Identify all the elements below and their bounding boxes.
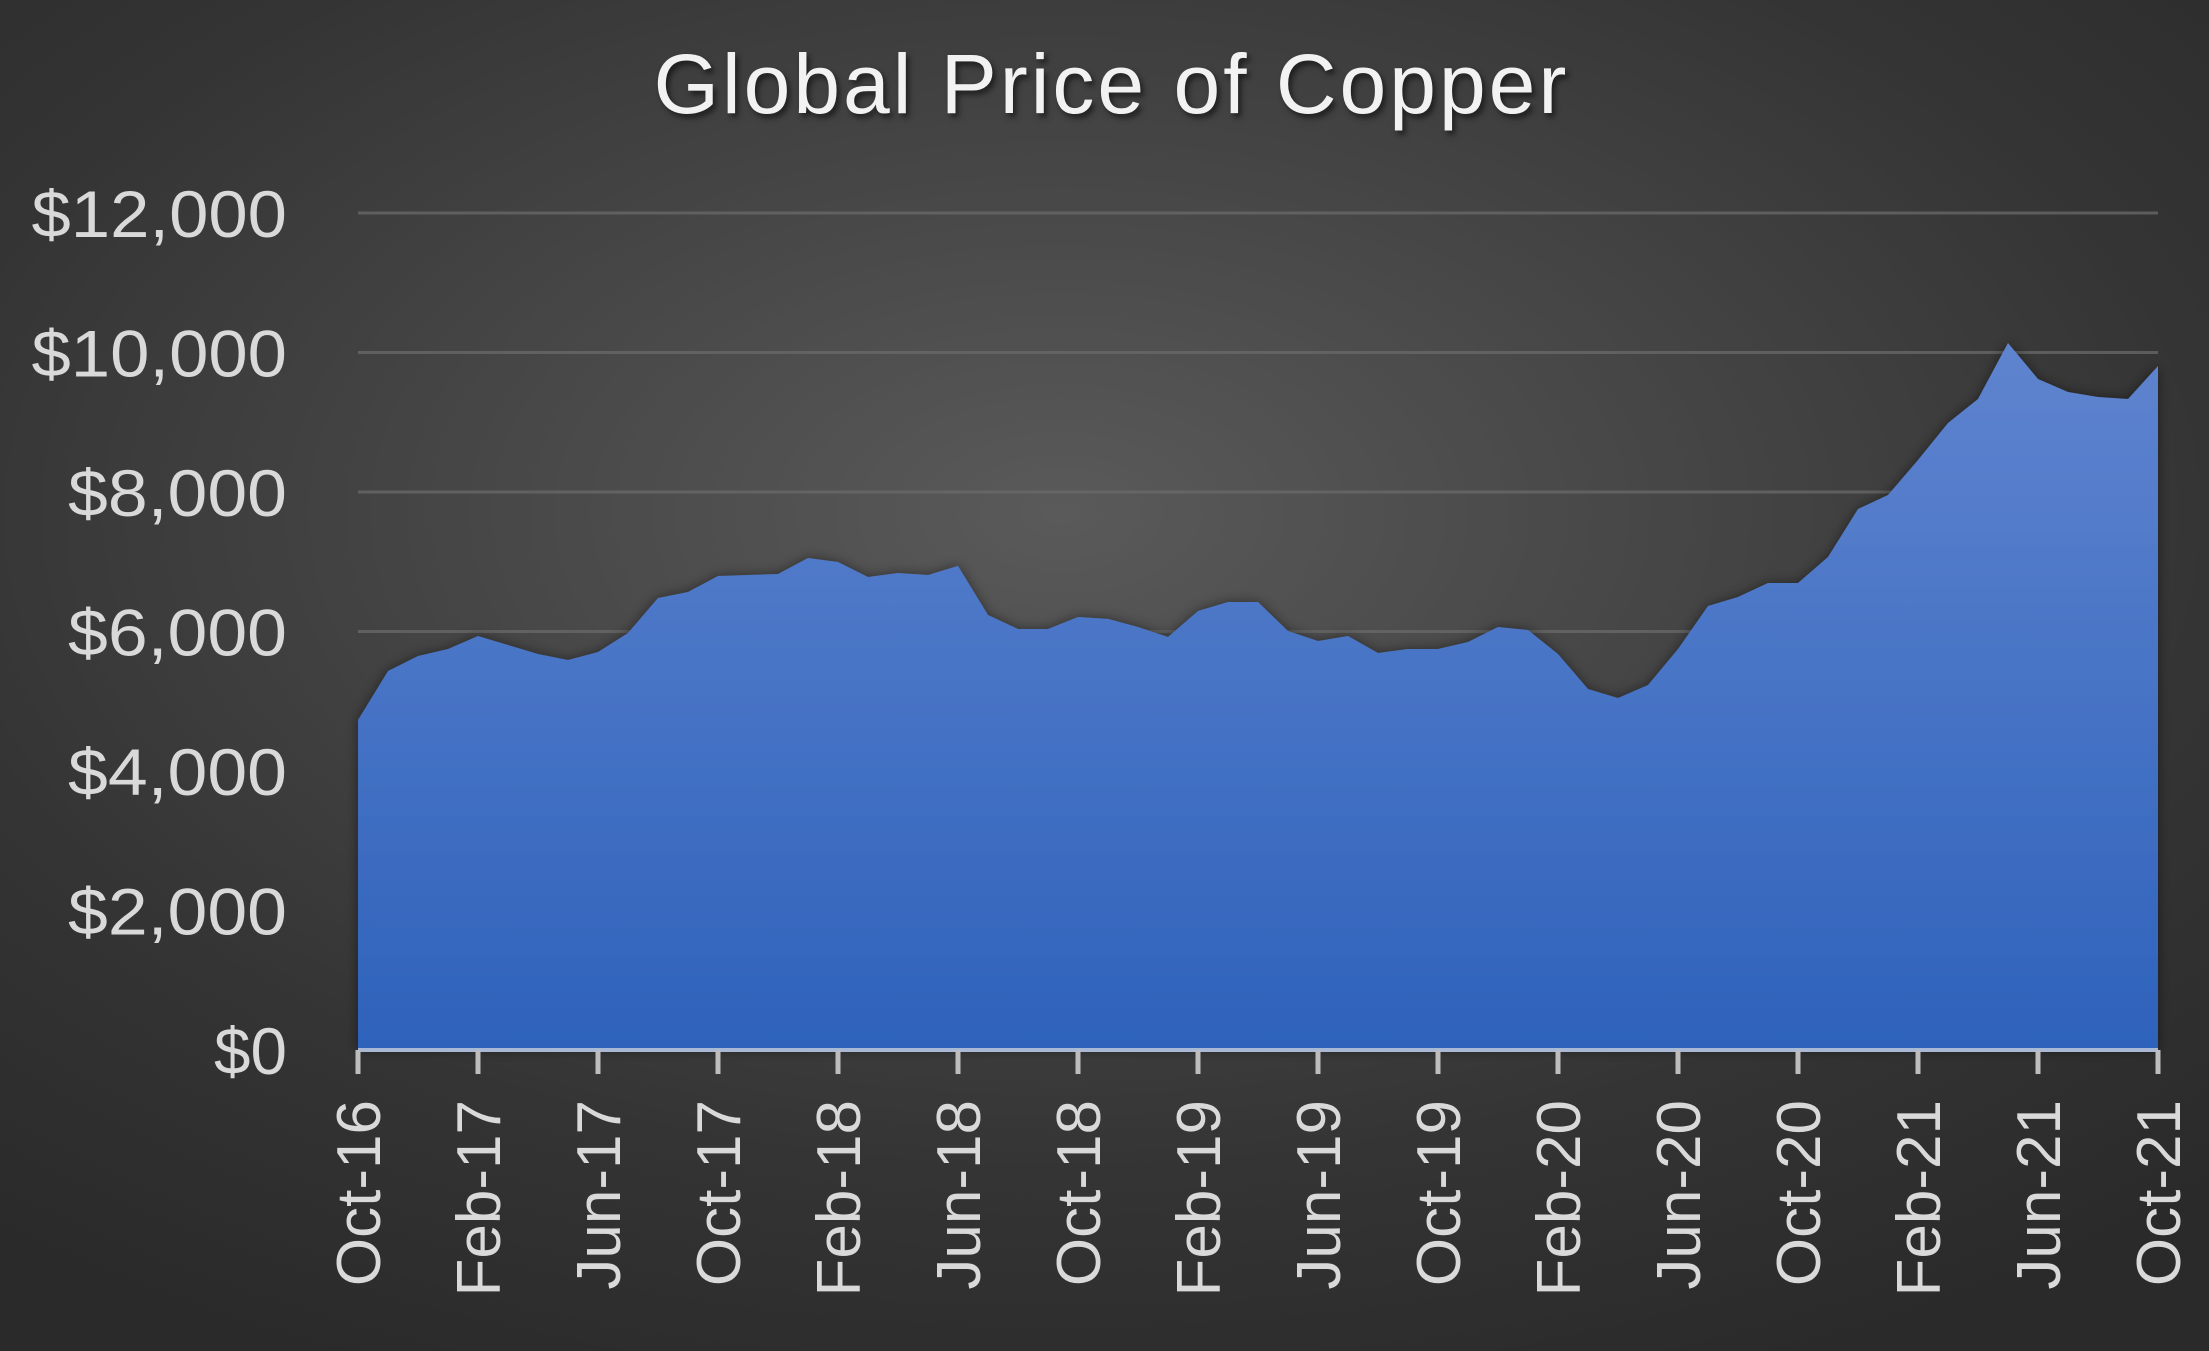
x-tick-label: Oct-17 [685, 1100, 754, 1286]
x-tick-label: Jun-19 [1285, 1100, 1354, 1290]
x-tick-label: Oct-16 [325, 1100, 394, 1286]
x-tick-label: Jun-17 [565, 1100, 634, 1290]
y-axis: $0 $2,000 $4,000 $6,000 $8,000 $10,000 $12,000 [32, 177, 288, 1088]
chart-title: Global Price of Copper [653, 37, 1570, 131]
x-tick-label: Feb-18 [805, 1100, 874, 1296]
x-axis: Oct-16 Feb-17 Jun-17 Oct-17 Feb-18 Jun-18 Oct-… [325, 1050, 2194, 1296]
x-tick-label: Jun-21 [2005, 1100, 2074, 1290]
y-tick-label: $10,000 [32, 317, 288, 391]
copper-price-area [358, 343, 2158, 1050]
x-tick-label: Oct-20 [1765, 1100, 1834, 1286]
y-tick-label: $12,000 [32, 177, 288, 251]
y-tick-label: $4,000 [68, 735, 287, 809]
x-tick-label: Feb-20 [1525, 1100, 1594, 1296]
x-tick-label: Jun-18 [925, 1100, 994, 1290]
x-tick-label: Feb-19 [1165, 1100, 1234, 1296]
x-tick-label: Oct-18 [1045, 1100, 1114, 1286]
y-tick-label: $8,000 [68, 456, 287, 530]
x-tick-label: Oct-19 [1405, 1100, 1474, 1286]
y-tick-label: $2,000 [68, 875, 287, 949]
x-tick-label: Oct-21 [2125, 1100, 2194, 1286]
x-tick-label: Jun-20 [1645, 1100, 1714, 1290]
x-tick-label: Feb-21 [1885, 1100, 1954, 1296]
x-tick-label: Feb-17 [445, 1100, 514, 1296]
y-tick-label: $0 [214, 1014, 287, 1088]
y-tick-label: $6,000 [68, 596, 287, 670]
